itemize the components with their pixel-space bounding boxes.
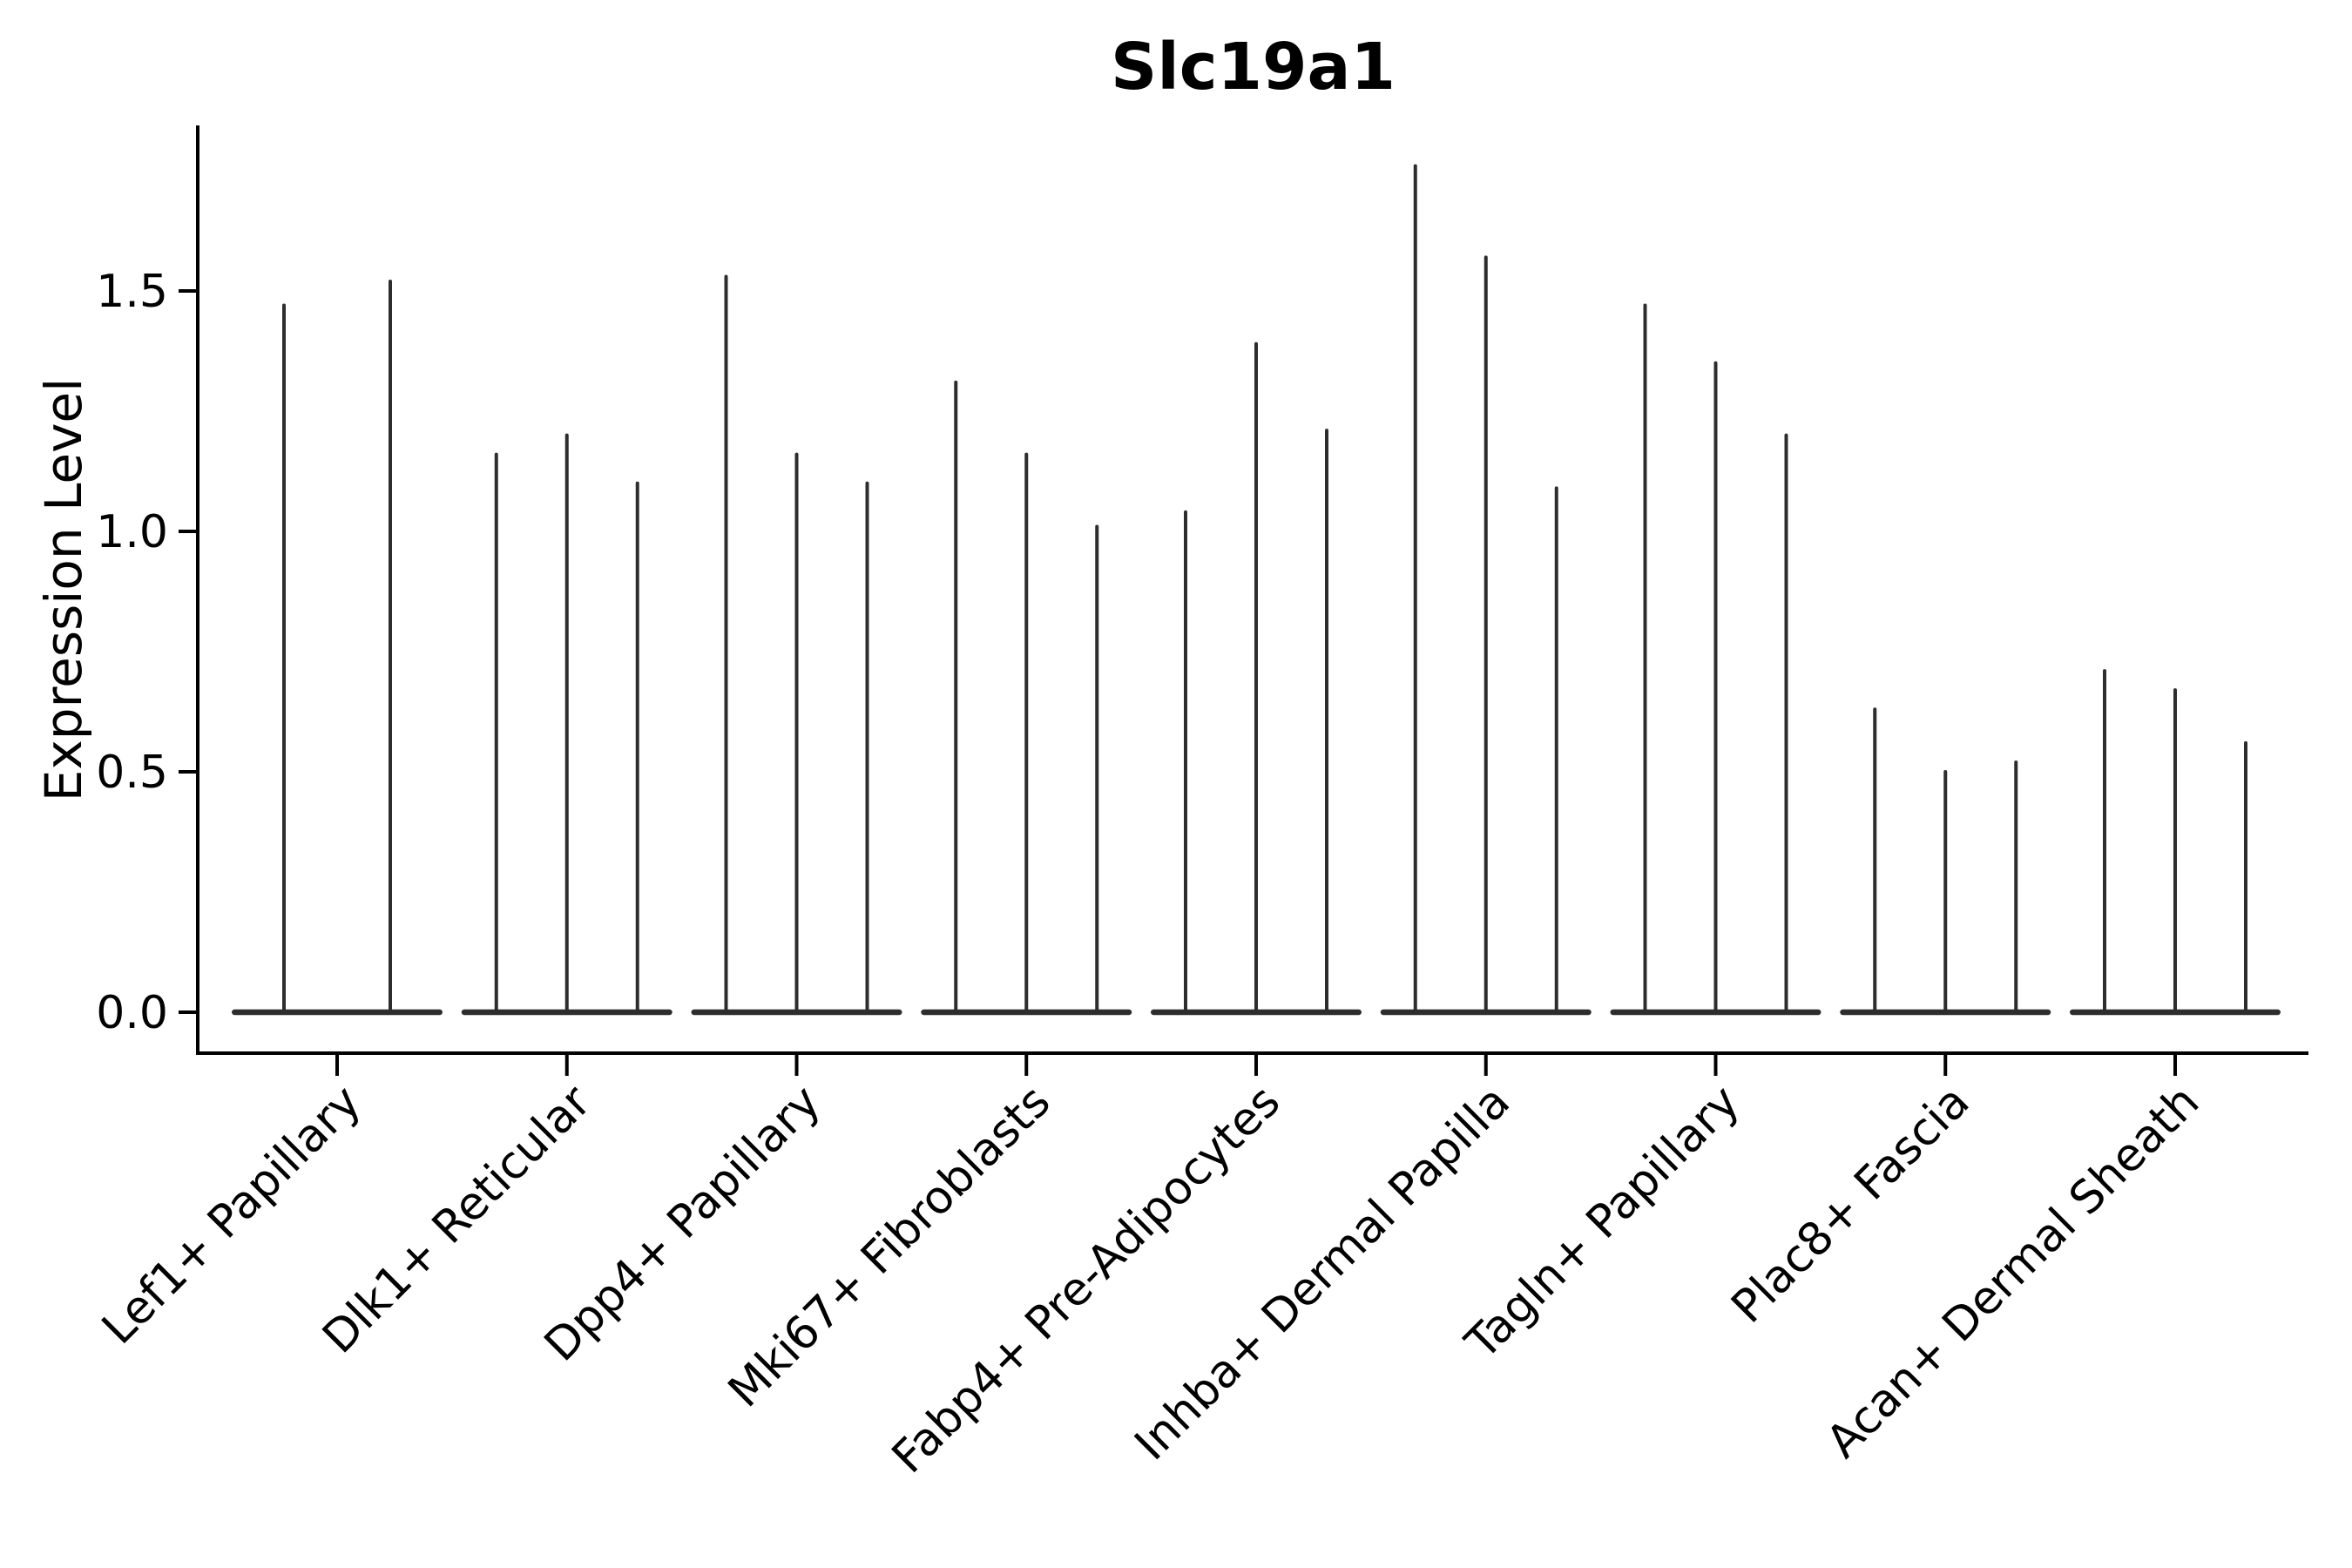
x-tick-label: Plac8+ Fascia (1722, 1076, 1980, 1334)
x-tick-label: Fabp4+ Pre-Adipocytes (882, 1076, 1290, 1484)
y-tick-label: 0.5 (96, 747, 168, 799)
x-tick-label: Acan+ Dermal Sheath (1817, 1076, 2210, 1469)
chart-title: Slc19a1 (1111, 30, 1396, 105)
y-tick-label: 1.5 (96, 266, 168, 318)
y-tick-label: 1.0 (96, 506, 168, 558)
violin-base (232, 1009, 443, 1016)
x-tick-label: Inhba+ Dermal Papilla (1125, 1076, 1519, 1470)
y-tick-label: 0.0 (96, 987, 168, 1039)
